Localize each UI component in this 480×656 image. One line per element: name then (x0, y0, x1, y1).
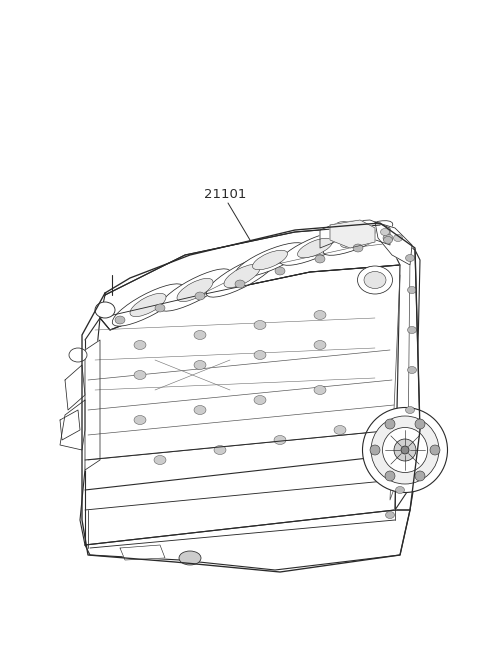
Ellipse shape (314, 340, 326, 350)
Ellipse shape (298, 238, 333, 258)
Ellipse shape (406, 407, 415, 413)
Ellipse shape (385, 419, 395, 429)
Ellipse shape (252, 250, 288, 270)
Ellipse shape (134, 340, 146, 350)
Ellipse shape (159, 269, 231, 311)
Ellipse shape (404, 447, 412, 453)
Ellipse shape (194, 361, 206, 369)
Ellipse shape (177, 278, 213, 302)
Ellipse shape (194, 331, 206, 340)
Ellipse shape (254, 321, 266, 329)
Ellipse shape (314, 310, 326, 319)
Ellipse shape (235, 280, 245, 288)
Ellipse shape (364, 272, 386, 289)
Ellipse shape (235, 243, 305, 277)
Ellipse shape (194, 405, 206, 415)
Ellipse shape (408, 367, 417, 373)
Polygon shape (85, 340, 100, 470)
Ellipse shape (155, 304, 165, 312)
Ellipse shape (254, 350, 266, 359)
Ellipse shape (154, 455, 166, 464)
Ellipse shape (408, 287, 417, 293)
Ellipse shape (112, 284, 184, 326)
Ellipse shape (358, 266, 393, 294)
Ellipse shape (224, 264, 260, 287)
Ellipse shape (275, 267, 285, 275)
Ellipse shape (315, 255, 325, 263)
Ellipse shape (206, 255, 278, 297)
Polygon shape (120, 545, 165, 560)
Polygon shape (60, 410, 80, 440)
Ellipse shape (415, 419, 425, 429)
Text: 21101: 21101 (204, 188, 246, 201)
Ellipse shape (385, 471, 395, 481)
Ellipse shape (370, 445, 380, 455)
Ellipse shape (384, 237, 393, 243)
Ellipse shape (134, 415, 146, 424)
Ellipse shape (383, 428, 428, 472)
Polygon shape (100, 225, 400, 330)
Polygon shape (80, 265, 410, 545)
Ellipse shape (371, 416, 439, 484)
Ellipse shape (134, 371, 146, 380)
Ellipse shape (195, 292, 205, 300)
Ellipse shape (340, 228, 375, 248)
Ellipse shape (383, 234, 393, 242)
Polygon shape (380, 225, 420, 510)
Polygon shape (60, 400, 85, 450)
Polygon shape (375, 222, 412, 265)
Ellipse shape (408, 327, 417, 333)
Ellipse shape (406, 255, 415, 262)
Polygon shape (320, 220, 390, 248)
Ellipse shape (385, 512, 395, 518)
Ellipse shape (394, 234, 403, 241)
Polygon shape (65, 365, 85, 410)
Ellipse shape (130, 293, 166, 317)
Ellipse shape (401, 446, 409, 454)
Ellipse shape (115, 316, 125, 324)
Polygon shape (330, 220, 375, 248)
Ellipse shape (254, 396, 266, 405)
Ellipse shape (69, 348, 87, 362)
Ellipse shape (430, 445, 440, 455)
Ellipse shape (362, 407, 447, 493)
Ellipse shape (381, 228, 389, 236)
Ellipse shape (179, 551, 201, 565)
Polygon shape (395, 250, 420, 510)
Ellipse shape (95, 302, 115, 318)
Ellipse shape (394, 439, 416, 461)
Polygon shape (60, 160, 420, 580)
Ellipse shape (274, 436, 286, 445)
Ellipse shape (314, 386, 326, 394)
Polygon shape (85, 510, 410, 570)
Ellipse shape (280, 231, 350, 265)
Ellipse shape (396, 487, 405, 493)
Ellipse shape (214, 445, 226, 455)
Ellipse shape (334, 426, 346, 434)
Ellipse shape (323, 220, 393, 255)
Ellipse shape (415, 471, 425, 481)
Ellipse shape (353, 244, 363, 252)
